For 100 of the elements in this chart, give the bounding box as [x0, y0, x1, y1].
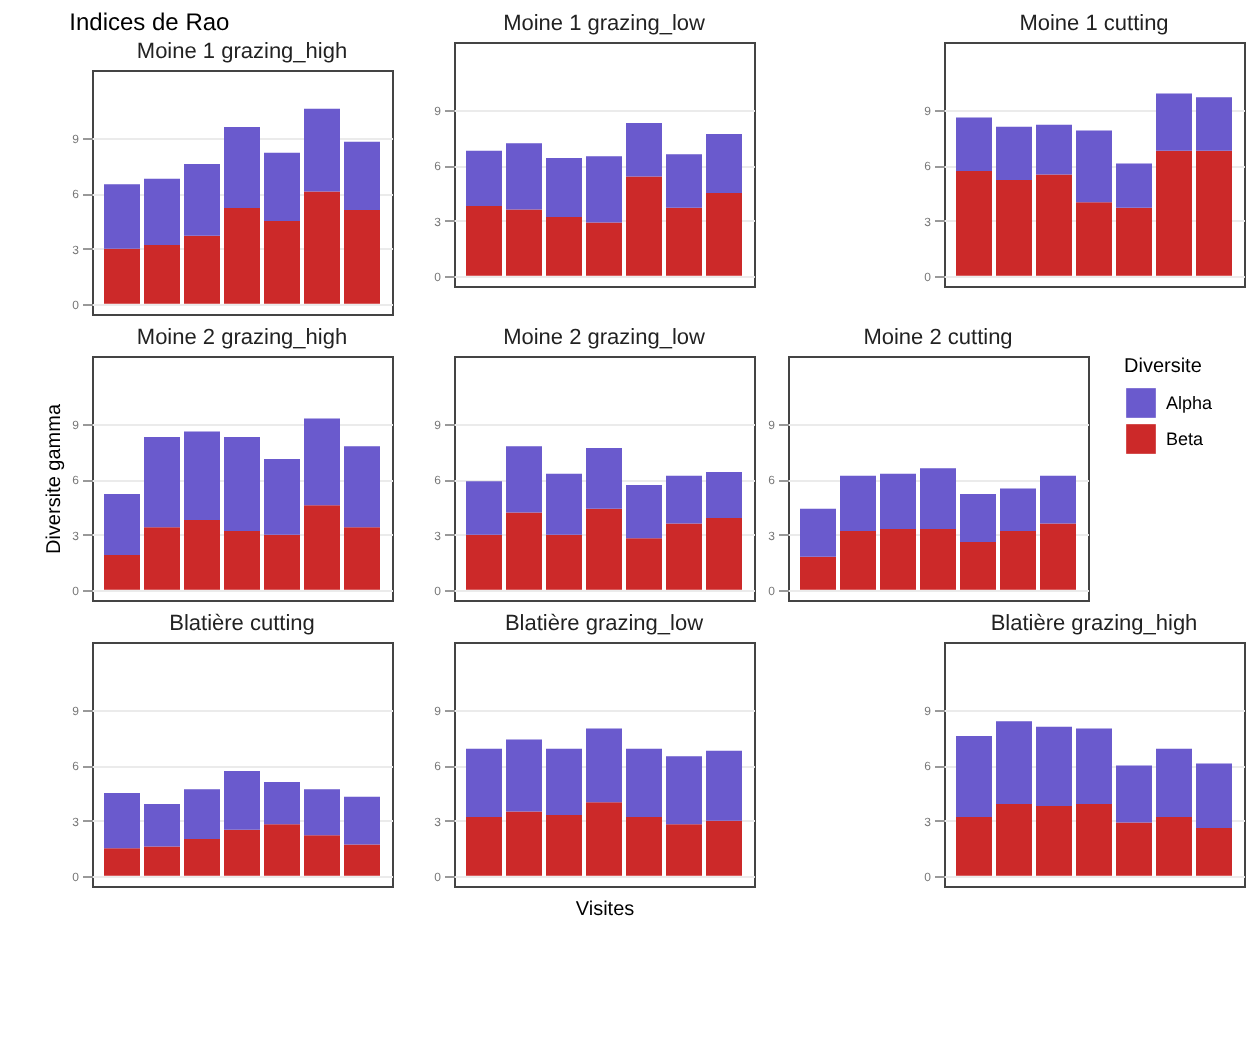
bar — [1036, 726, 1072, 806]
bar — [183, 839, 220, 876]
bar — [1196, 150, 1232, 276]
bar — [586, 508, 623, 590]
bar — [303, 418, 340, 506]
bar — [466, 816, 503, 876]
bar — [880, 529, 917, 590]
bar — [666, 475, 703, 524]
bar — [1156, 748, 1192, 817]
bar — [466, 205, 503, 276]
bar — [303, 505, 340, 590]
bar — [303, 108, 340, 192]
bar — [706, 472, 743, 519]
bar — [920, 468, 957, 530]
y-axis-title: Diversite gamma — [43, 403, 66, 555]
bar — [586, 156, 623, 223]
chart-title: Moine 1 cutting — [1019, 12, 1169, 36]
bar — [1040, 523, 1077, 590]
chart-title: Moine 2 grazing_high — [136, 326, 347, 350]
bar — [706, 820, 743, 876]
bar — [506, 512, 543, 590]
bar — [1196, 97, 1232, 151]
bar — [263, 221, 300, 304]
bar — [263, 534, 300, 590]
bar — [183, 163, 220, 236]
bar — [303, 191, 340, 304]
bar — [586, 802, 623, 876]
bar — [1076, 728, 1112, 805]
bar — [1036, 174, 1072, 276]
bar — [263, 781, 300, 825]
bar — [666, 154, 703, 208]
bar — [343, 844, 380, 876]
bar — [626, 538, 663, 590]
bar — [1076, 804, 1112, 876]
x-axis-title: Visites — [576, 899, 635, 921]
bar — [960, 494, 997, 542]
bar — [506, 739, 543, 812]
bar — [1196, 827, 1232, 876]
bar — [546, 158, 583, 217]
bar — [506, 811, 543, 876]
bar — [880, 473, 917, 530]
chart-title: Moine 2 cutting — [864, 326, 1014, 350]
bar — [1156, 816, 1192, 876]
bar — [506, 209, 543, 276]
bar — [666, 207, 703, 276]
bar — [1076, 130, 1112, 203]
bar — [706, 518, 743, 590]
bar — [143, 804, 180, 847]
bar — [506, 143, 543, 210]
bar — [1036, 124, 1072, 175]
bar — [996, 180, 1032, 276]
bar — [1000, 530, 1037, 590]
bar — [223, 437, 260, 531]
bar — [1196, 763, 1232, 828]
bar — [103, 554, 140, 590]
legend-label: Beta — [1166, 429, 1204, 449]
bar — [143, 244, 180, 304]
bar — [546, 815, 583, 876]
bar — [143, 527, 180, 590]
bar — [103, 494, 140, 555]
bar — [303, 835, 340, 876]
bar — [666, 824, 703, 876]
bar — [466, 534, 503, 590]
bar — [343, 527, 380, 590]
bar — [666, 523, 703, 590]
bar — [506, 446, 543, 513]
bar — [1116, 207, 1152, 276]
bar — [223, 829, 260, 876]
bar — [223, 530, 260, 590]
text: Indices de Rao — [69, 8, 232, 36]
bar — [183, 789, 220, 840]
bar — [1076, 202, 1112, 276]
chart-title: Moine 1 grazing_high — [136, 40, 347, 64]
bar — [143, 178, 180, 245]
legend-title: Diversite — [1124, 356, 1204, 378]
bar — [103, 793, 140, 849]
chart-title: Blatière grazing_low — [505, 612, 704, 636]
bar — [103, 848, 140, 876]
bar — [103, 184, 140, 249]
bar — [996, 126, 1032, 181]
bar — [1116, 822, 1152, 876]
bar — [920, 529, 957, 590]
bar — [103, 248, 140, 304]
bar — [263, 824, 300, 876]
bar — [466, 748, 503, 817]
bar — [956, 735, 992, 817]
bar — [343, 796, 380, 845]
bar — [586, 448, 623, 509]
bar — [466, 150, 503, 206]
bar — [840, 475, 877, 531]
bar — [183, 519, 220, 590]
bar — [183, 235, 220, 304]
bar — [343, 446, 380, 528]
bar — [1116, 163, 1152, 208]
bar — [800, 508, 837, 557]
bar — [626, 816, 663, 876]
chart-title: Blatière grazing_high — [990, 612, 1198, 636]
bar — [666, 756, 703, 825]
bar — [223, 770, 260, 830]
bar — [1156, 93, 1192, 151]
